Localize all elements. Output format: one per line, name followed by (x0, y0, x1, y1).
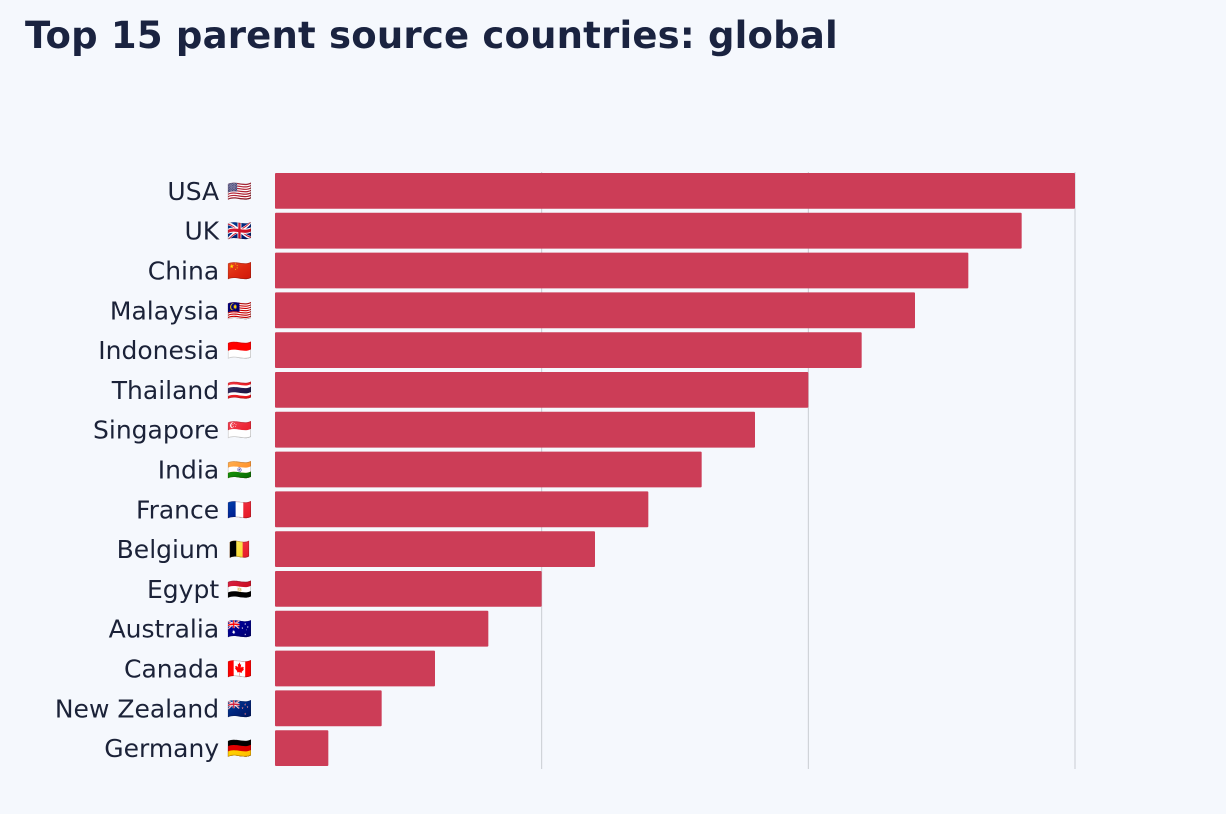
category-name: UK (184, 216, 227, 245)
category-name: Australia (109, 614, 228, 643)
category-label: France 🇫🇷 (136, 495, 252, 524)
category-label: Thailand 🇹🇭 (111, 375, 252, 404)
bar-france (275, 491, 649, 528)
category-name: New Zealand (55, 694, 227, 723)
bar-germany (275, 730, 329, 766)
category-label: Germany 🇩🇪 (104, 734, 252, 763)
bar-egypt (275, 571, 542, 607)
category-label: China 🇨🇳 (148, 256, 252, 285)
flag-icon: 🇲🇾 (227, 298, 252, 322)
category-labels: USA 🇺🇸UK 🇬🇧China 🇨🇳Malaysia 🇲🇾Indonesia … (55, 176, 252, 762)
category-label: Canada 🇨🇦 (124, 654, 252, 683)
bar-belgium (275, 531, 595, 567)
bar-indonesia (275, 332, 862, 368)
category-label: Malaysia 🇲🇾 (110, 296, 252, 325)
category-label: UK 🇬🇧 (184, 216, 252, 245)
flag-icon: 🇪🇬 (227, 577, 252, 601)
bar-singapore (275, 411, 755, 448)
flag-icon: 🇫🇷 (227, 497, 252, 521)
flag-icon: 🇬🇧 (227, 219, 252, 243)
bar-australia (275, 610, 489, 647)
category-name: Germany (104, 734, 227, 763)
bars (275, 173, 1075, 766)
category-name: Indonesia (98, 336, 227, 365)
bar-china (275, 252, 969, 289)
flag-icon: 🇩🇪 (227, 736, 252, 760)
flag-icon: 🇹🇭 (227, 378, 252, 402)
category-label: Indonesia 🇮🇩 (98, 336, 252, 365)
category-label: New Zealand 🇳🇿 (55, 694, 252, 723)
flag-icon: 🇦🇺 (227, 617, 252, 641)
flag-icon: 🇸🇬 (227, 418, 252, 442)
flag-icon: 🇧🇪 (227, 537, 252, 561)
category-label: India 🇮🇳 (158, 455, 252, 484)
category-name: Belgium (117, 535, 227, 564)
category-label: Singapore 🇸🇬 (93, 415, 252, 444)
chart-title: Top 15 parent source countries: global (25, 14, 838, 57)
bar-india (275, 451, 702, 488)
category-name: Singapore (93, 415, 227, 444)
bar-malaysia (275, 292, 915, 329)
category-name: Egypt (147, 574, 227, 603)
flag-icon: 🇮🇳 (227, 458, 252, 482)
category-label: Egypt 🇪🇬 (147, 574, 252, 603)
category-name: India (158, 455, 227, 484)
flag-icon: 🇮🇩 (227, 338, 252, 362)
category-label: USA 🇺🇸 (167, 176, 252, 205)
flag-icon: 🇨🇳 (227, 259, 252, 283)
flag-icon: 🇺🇸 (227, 179, 252, 203)
category-name: France (136, 495, 227, 524)
category-name: Thailand (111, 375, 227, 404)
bar-new-zealand (275, 690, 382, 727)
bar-uk (275, 212, 1022, 249)
bar-canada (275, 650, 435, 687)
category-name: USA (167, 176, 227, 205)
category-name: China (148, 256, 227, 285)
bar-usa (275, 173, 1075, 209)
category-label: Belgium 🇧🇪 (117, 535, 252, 564)
category-label: Australia 🇦🇺 (109, 614, 253, 643)
bar-thailand (275, 372, 809, 408)
flag-icon: 🇳🇿 (227, 696, 252, 720)
category-name: Malaysia (110, 296, 227, 325)
category-name: Canada (124, 654, 227, 683)
flag-icon: 🇨🇦 (227, 657, 252, 681)
